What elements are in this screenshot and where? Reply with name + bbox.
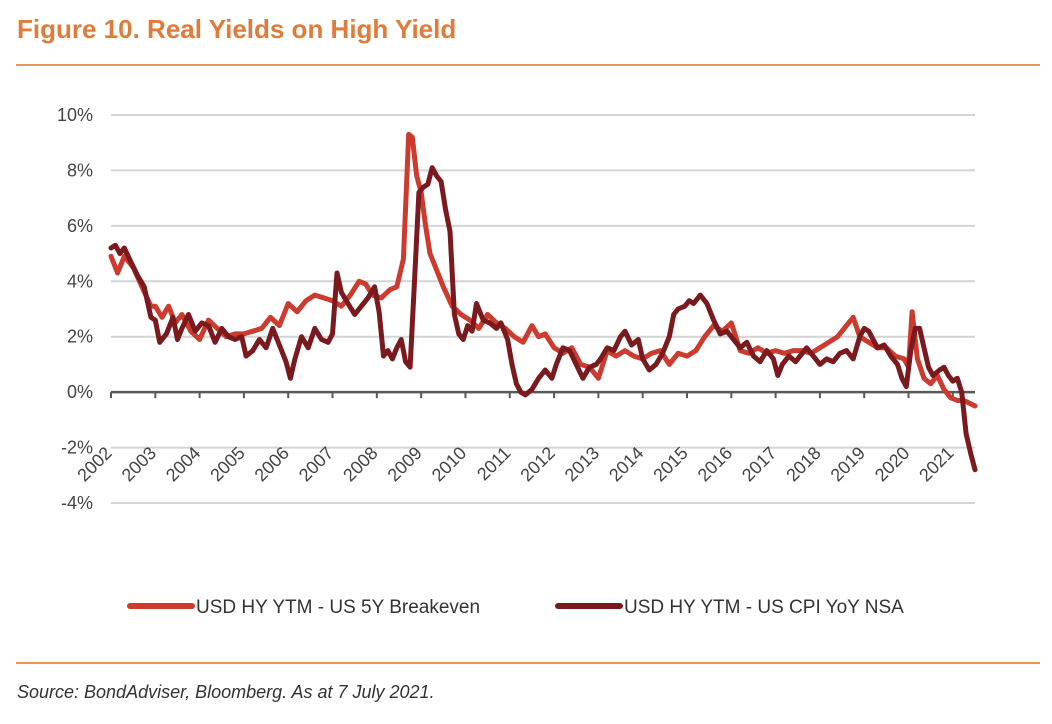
y-tick-label: 4% bbox=[67, 271, 93, 291]
x-tick-label: 2009 bbox=[384, 443, 426, 485]
x-tick-label: 2006 bbox=[251, 443, 293, 485]
footer-divider bbox=[16, 662, 1040, 664]
x-tick-label: 2011 bbox=[473, 443, 515, 485]
source-note: Source: BondAdviser, Bloomberg. As at 7 … bbox=[17, 682, 435, 702]
legend-label: USD HY YTM - US CPI YoY NSA bbox=[624, 597, 904, 618]
y-tick-label: 0% bbox=[67, 382, 93, 402]
legend-item-2: USD HY YTM - US CPI YoY NSA bbox=[555, 597, 904, 618]
y-tick-label: 10% bbox=[57, 105, 93, 125]
y-tick-label: 6% bbox=[67, 216, 93, 236]
title-divider bbox=[16, 64, 1040, 66]
y-tick-label: -2% bbox=[61, 438, 93, 458]
x-tick-label: 2013 bbox=[561, 443, 603, 485]
x-tick-label: 2004 bbox=[162, 443, 204, 485]
legend-item-1: USD HY YTM - US 5Y Breakeven bbox=[127, 597, 480, 618]
x-tick-label: 2005 bbox=[206, 443, 248, 485]
x-tick-label: 2015 bbox=[649, 443, 691, 485]
x-tick-label: 2012 bbox=[516, 443, 558, 485]
x-tick-label: 2019 bbox=[827, 443, 869, 485]
y-tick-label: 2% bbox=[67, 327, 93, 347]
x-tick-label: 2016 bbox=[694, 443, 736, 485]
series-line-2 bbox=[108, 165, 978, 473]
x-tick-label: 2017 bbox=[738, 443, 780, 485]
x-tick-label: 2021 bbox=[915, 443, 957, 485]
y-tick-label: 8% bbox=[67, 160, 93, 180]
y-tick-label: -4% bbox=[61, 493, 93, 513]
x-tick-label: 2008 bbox=[339, 443, 381, 485]
series-line-1 bbox=[108, 131, 978, 409]
x-tick-label: 2014 bbox=[605, 443, 647, 485]
x-tick-label: 2010 bbox=[428, 443, 470, 485]
chart-title: Figure 10. Real Yields on High Yield bbox=[17, 14, 457, 44]
x-tick-label: 2003 bbox=[118, 443, 160, 485]
x-tick-label: 2018 bbox=[782, 443, 824, 485]
x-tick-label: 2020 bbox=[871, 443, 913, 485]
legend-label: USD HY YTM - US 5Y Breakeven bbox=[196, 597, 480, 618]
x-tick-label: 2007 bbox=[295, 443, 337, 485]
line-chart: 10%8%6%4%2%0%-2%-4% 2002 2003 2004 2005 2006… bbox=[57, 105, 978, 618]
